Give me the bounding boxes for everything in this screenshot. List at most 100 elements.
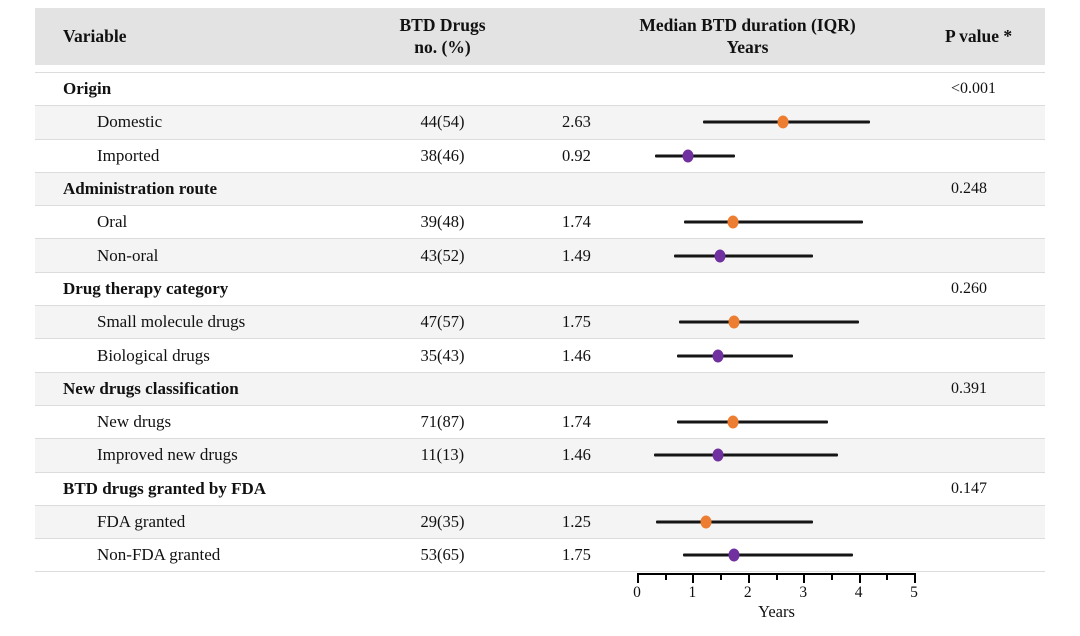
n-pct-value: 11(13) (420, 445, 465, 465)
plot-cell (520, 373, 945, 405)
column-header-median-duration: Median BTD duration (IQR) Years (520, 15, 945, 59)
table-row: Non-oral 43(52) 1.49 (35, 239, 1045, 273)
table-row-category: Administration route 0.248 (35, 172, 1045, 207)
table-row: Improved new drugs 11(13) 1.46 (35, 439, 1045, 473)
median-dot (700, 515, 712, 529)
column-header-p-value: P value * (945, 25, 1013, 46)
n-pct-value: 35(43) (420, 345, 465, 365)
axis-minor-tick (775, 575, 778, 580)
column-header-btd-drugs-line1: BTD Drugs (399, 14, 486, 35)
forest-table: Variable BTD Drugs no. (%) Median BTD du… (35, 8, 1045, 573)
axis-major-tick (692, 575, 695, 583)
column-header-median-line1: Median BTD duration (IQR) (639, 14, 856, 35)
median-dot (712, 349, 724, 363)
n-pct-value: 29(35) (420, 512, 465, 531)
median-dot (682, 149, 694, 163)
median-value: 1.46 (562, 345, 591, 365)
median-value: 1.74 (562, 212, 591, 232)
table-row: Domestic 44(54) 2.63 (35, 106, 1045, 140)
x-axis-line (637, 573, 916, 584)
axis-major-tick (747, 575, 750, 583)
iqr-line (676, 420, 829, 424)
p-value-cell: <0.001 (951, 80, 997, 98)
plot-cell: 1.74 (520, 406, 945, 438)
iqr-line (655, 154, 736, 158)
median-value: 0.92 (562, 145, 591, 165)
row-label: FDA granted (97, 512, 186, 531)
iqr-line (682, 553, 854, 557)
plot-cell: 1.75 (520, 539, 945, 571)
p-value-cell: 0.391 (951, 379, 987, 397)
table-row: Imported 38(46) 0.92 (35, 140, 1045, 173)
axis-tick-label: 4 (854, 584, 863, 601)
n-pct-value: 47(57) (420, 312, 465, 332)
plot-cell: 0.92 (520, 140, 945, 172)
n-pct-value: 38(46) (420, 145, 465, 165)
axis-tick-label: 5 (910, 584, 918, 601)
column-header-variable: Variable (63, 25, 127, 46)
iqr-line (676, 354, 794, 358)
category-label: BTD drugs granted by FDA (63, 478, 267, 498)
axis-minor-tick (886, 575, 889, 580)
median-value: 1.46 (562, 445, 591, 465)
x-axis-tick-labels: 0 1 2 3 4 5 (633, 584, 918, 603)
axis-minor-tick (720, 575, 723, 580)
row-label: Oral (97, 212, 128, 232)
axis-tick-label: 1 (688, 584, 697, 601)
axis-major-tick (914, 575, 916, 583)
x-axis-title: Years (758, 602, 795, 621)
axis-tick-label: 2 (743, 584, 752, 601)
category-label: Administration route (63, 179, 218, 199)
p-value-cell: 0.248 (951, 180, 987, 198)
iqr-line (678, 320, 859, 324)
plot-cell: 2.63 (520, 106, 945, 138)
table-row-category: New drugs classification 0.391 (35, 372, 1045, 406)
iqr-line (653, 453, 839, 457)
axis-major-tick (858, 575, 861, 583)
median-dot (728, 548, 740, 562)
median-value: 1.74 (562, 412, 591, 432)
iqr-line (684, 220, 864, 224)
median-dot (728, 315, 740, 329)
axis-minor-tick (664, 575, 667, 580)
table-row: New drugs 71(87) 1.74 (35, 406, 1045, 440)
table-header-row: Variable BTD Drugs no. (%) Median BTD du… (35, 8, 1045, 65)
median-dot (777, 115, 789, 129)
table-rows: Origin <0.001 Domestic 44(54) 2.63 Impor… (35, 72, 1045, 573)
plot-cell (520, 73, 945, 105)
plot-cell: 1.49 (520, 239, 945, 271)
n-pct-value: 53(65) (420, 545, 465, 565)
table-row-category: BTD drugs granted by FDA 0.147 (35, 473, 1045, 506)
table-row: Biological drugs 35(43) 1.46 (35, 339, 1045, 373)
axis-minor-tick (830, 575, 833, 580)
table-row-category: Origin <0.001 (35, 73, 1045, 107)
median-value: 1.25 (562, 512, 591, 531)
category-label: New drugs classification (63, 378, 239, 398)
category-label: Drug therapy category (63, 278, 229, 298)
median-value: 1.49 (562, 245, 591, 265)
table-row: Small molecule drugs 47(57) 1.75 (35, 306, 1045, 340)
category-label: Origin (63, 79, 112, 99)
row-label: Domestic (97, 112, 163, 132)
x-axis: 0 1 2 3 4 5 Years (633, 573, 918, 622)
column-header-median-line2: Years (726, 36, 769, 57)
row-label: Imported (97, 145, 160, 165)
iqr-line (674, 254, 814, 258)
table-row: FDA granted 29(35) 1.25 (35, 505, 1045, 540)
table-row: Oral 39(48) 1.74 (35, 206, 1045, 240)
n-pct-value: 43(52) (420, 245, 465, 265)
table-row: Non-FDA granted 53(65) 1.75 (35, 539, 1045, 573)
table-row-category: Drug therapy category 0.260 (35, 273, 1045, 307)
median-dot (727, 415, 739, 429)
plot-cell: 1.46 (520, 339, 945, 371)
axis-tick-label: 3 (799, 584, 808, 601)
plot-cell (520, 173, 945, 205)
plot-cell: 1.46 (520, 439, 945, 471)
row-label: Biological drugs (97, 345, 210, 365)
row-label: New drugs (97, 412, 172, 432)
iqr-line (656, 520, 814, 524)
axis-major-tick (637, 575, 639, 583)
axis-tick-label: 0 (633, 584, 641, 601)
median-value: 1.75 (562, 312, 591, 332)
